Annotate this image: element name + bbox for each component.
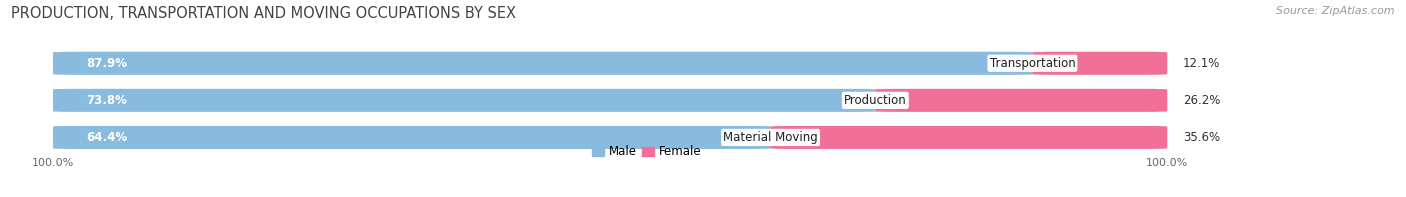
FancyBboxPatch shape — [53, 89, 1167, 112]
Text: 35.6%: 35.6% — [1184, 131, 1220, 144]
FancyBboxPatch shape — [53, 89, 876, 112]
Text: 64.4%: 64.4% — [86, 131, 128, 144]
Text: Production: Production — [844, 94, 907, 107]
Text: 100.0%: 100.0% — [32, 158, 75, 168]
Text: 100.0%: 100.0% — [1146, 158, 1188, 168]
Legend: Male, Female: Male, Female — [588, 141, 706, 163]
Text: 12.1%: 12.1% — [1184, 57, 1220, 70]
Text: Source: ZipAtlas.com: Source: ZipAtlas.com — [1277, 6, 1395, 16]
FancyBboxPatch shape — [53, 52, 1032, 75]
Text: Transportation: Transportation — [990, 57, 1076, 70]
Text: PRODUCTION, TRANSPORTATION AND MOVING OCCUPATIONS BY SEX: PRODUCTION, TRANSPORTATION AND MOVING OC… — [11, 6, 516, 21]
FancyBboxPatch shape — [53, 52, 1167, 75]
FancyBboxPatch shape — [876, 89, 1167, 112]
Text: Material Moving: Material Moving — [723, 131, 818, 144]
FancyBboxPatch shape — [53, 126, 1167, 149]
Text: 26.2%: 26.2% — [1184, 94, 1220, 107]
FancyBboxPatch shape — [53, 126, 770, 149]
FancyBboxPatch shape — [770, 126, 1167, 149]
Text: 73.8%: 73.8% — [86, 94, 127, 107]
FancyBboxPatch shape — [1032, 52, 1167, 75]
Text: 87.9%: 87.9% — [86, 57, 127, 70]
